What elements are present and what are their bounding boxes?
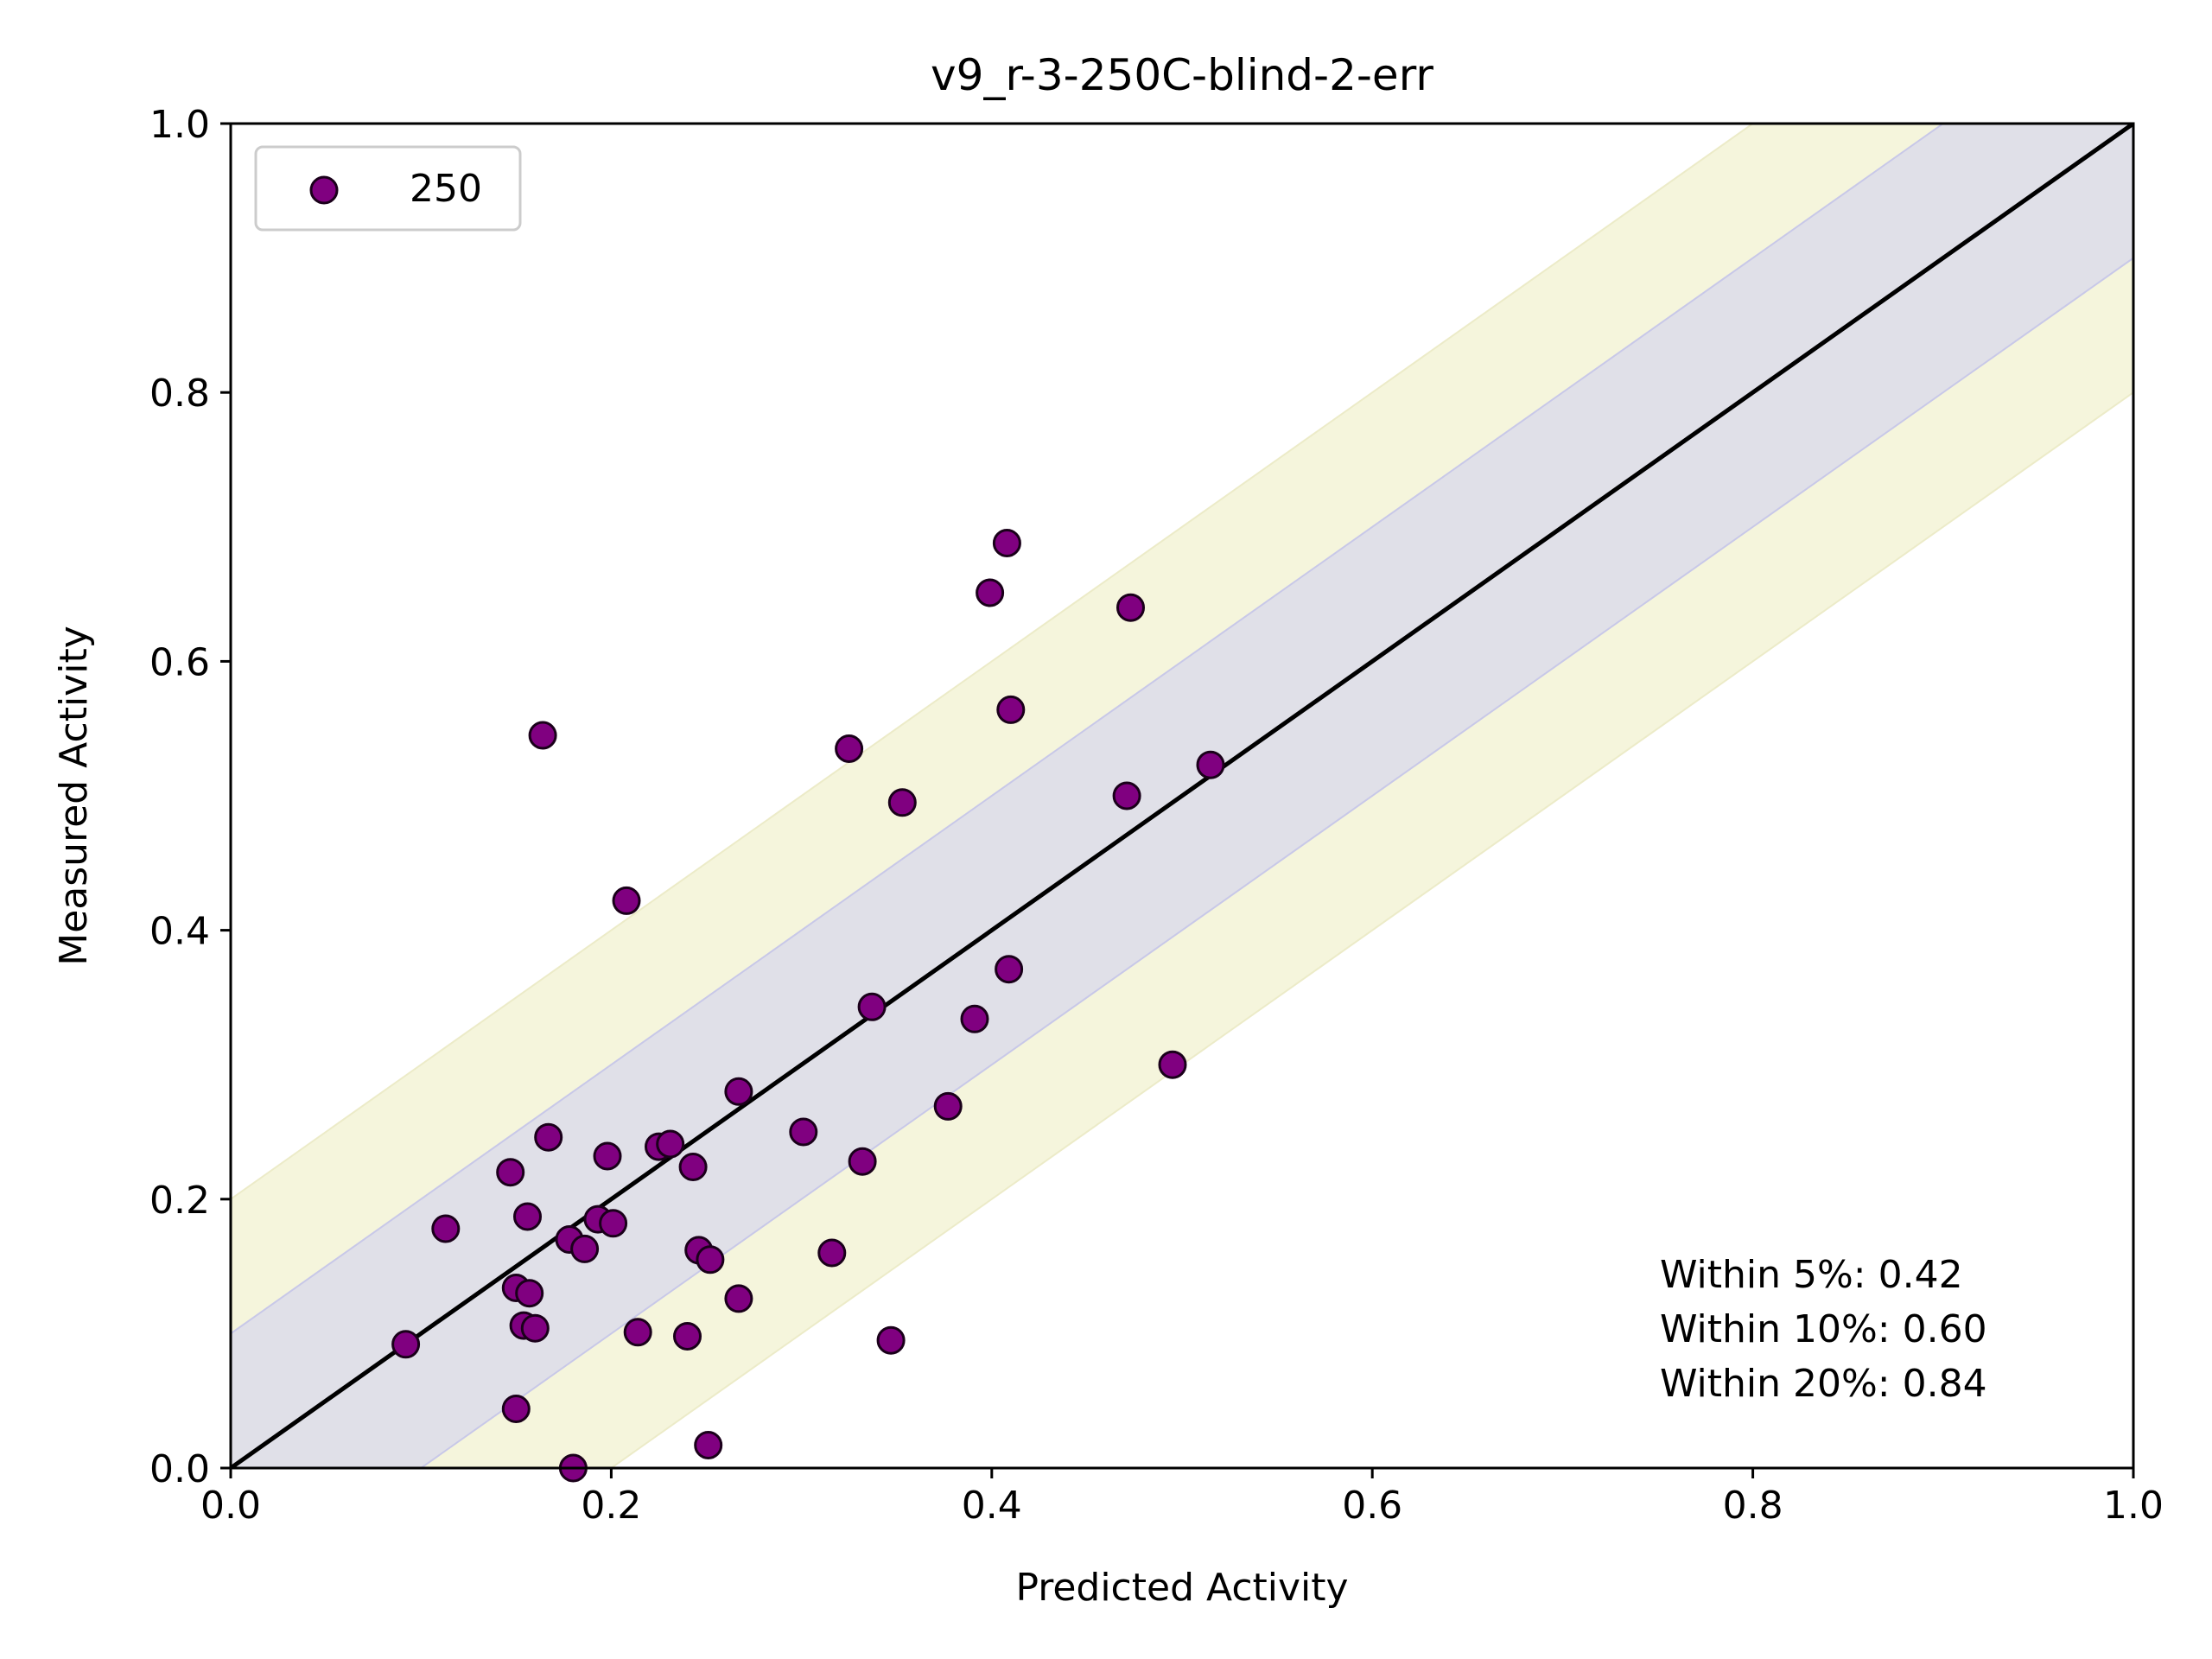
data-point: [520, 1313, 550, 1343]
x-tick-label: 0.6: [1342, 1484, 1402, 1528]
x-tick-label: 0.8: [1723, 1484, 1783, 1528]
annotation-within-20: Within 20%: 0.84: [1660, 1362, 1987, 1406]
y-axis-label: Measured Activity: [52, 626, 96, 965]
data-point: [724, 1077, 753, 1106]
y-tick-label: 0.8: [149, 372, 210, 416]
data-point: [656, 1129, 685, 1159]
data-point: [570, 1234, 600, 1263]
data-point: [876, 1325, 906, 1355]
legend-frame: [254, 145, 522, 232]
data-point: [1116, 593, 1145, 622]
data-point: [835, 734, 864, 763]
data-point: [612, 886, 641, 915]
data-point: [599, 1209, 628, 1238]
x-axis-ticks: 0.0 0.2 0.4 0.6 0.8 1.0: [200, 1468, 2164, 1528]
y-tick-label: 0.4: [149, 910, 210, 954]
x-tick-label: 0.0: [200, 1484, 261, 1528]
data-point: [678, 1153, 708, 1181]
y-tick-label: 0.2: [149, 1179, 210, 1223]
data-point: [528, 721, 557, 750]
data-point: [976, 578, 1005, 607]
data-point: [513, 1202, 542, 1231]
y-tick-label: 0.0: [149, 1447, 210, 1491]
data-point: [1196, 750, 1225, 779]
data-point: [857, 992, 887, 1021]
data-point: [534, 1122, 563, 1152]
data-point: [996, 695, 1026, 724]
data-point: [623, 1318, 652, 1347]
data-point: [789, 1117, 818, 1147]
identity-line-group: [231, 124, 2133, 1468]
y-tick-label: 0.6: [149, 640, 210, 684]
data-point: [1158, 1050, 1187, 1079]
data-point: [593, 1141, 622, 1171]
axes-frame: [229, 122, 2135, 1470]
data-point: [960, 1004, 989, 1033]
data-point: [724, 1284, 753, 1313]
data-point: [817, 1238, 847, 1268]
data-point: [391, 1330, 421, 1359]
data-points: [391, 529, 1225, 1483]
data-point: [995, 955, 1024, 984]
chart-title: v9_r-3-250C-blind-2-err: [931, 50, 1433, 100]
data-point: [848, 1147, 877, 1176]
data-point: [887, 788, 917, 817]
data-point: [501, 1395, 531, 1423]
legend: 250: [254, 145, 522, 232]
y-tick-label: 1.0: [149, 103, 210, 147]
data-point: [673, 1322, 702, 1351]
annotation-within-5: Within 5%: 0.42: [1660, 1253, 1963, 1297]
x-tick-label: 0.2: [581, 1484, 641, 1528]
data-point: [515, 1279, 544, 1308]
legend-label: 250: [410, 167, 482, 211]
x-tick-label: 0.4: [962, 1484, 1022, 1528]
y-axis-ticks: 0.0 0.2 0.4 0.6 0.8 1.0: [149, 103, 231, 1491]
data-point: [431, 1214, 461, 1243]
data-point: [496, 1158, 525, 1187]
data-point: [1112, 781, 1141, 810]
data-point: [933, 1091, 963, 1121]
data-point: [696, 1245, 725, 1274]
identity-line: [231, 124, 2133, 1468]
annotation-within-10: Within 10%: 0.60: [1660, 1307, 1987, 1351]
data-point: [992, 529, 1021, 557]
x-tick-label: 1.0: [2103, 1484, 2164, 1528]
x-axis-label: Predicted Activity: [1015, 1566, 1348, 1610]
stats-annotation: Within 5%: 0.42 Within 10%: 0.60 Within …: [1660, 1253, 1987, 1406]
legend-marker: [309, 175, 339, 205]
data-point: [694, 1431, 723, 1459]
